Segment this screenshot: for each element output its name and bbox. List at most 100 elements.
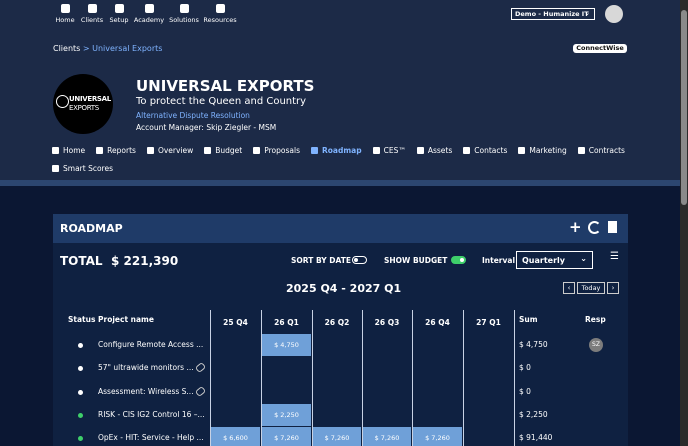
column-header: Project name bbox=[98, 315, 154, 324]
column-line bbox=[261, 310, 262, 446]
tab[interactable]: Home bbox=[52, 145, 85, 155]
status-dot bbox=[78, 343, 83, 348]
export-button[interactable] bbox=[608, 221, 617, 233]
tab[interactable]: Assets bbox=[416, 145, 453, 155]
prev-button[interactable]: ‹ bbox=[563, 282, 575, 294]
resp-avatar: SZ bbox=[589, 338, 603, 352]
sort-label: SORT BY DATE bbox=[291, 256, 351, 265]
budget-cell[interactable]: $ 7,260 bbox=[313, 427, 361, 446]
period-header: 26 Q2 bbox=[324, 318, 350, 327]
tab-icon bbox=[518, 146, 526, 154]
add-button[interactable]: + bbox=[569, 218, 582, 236]
tab[interactable]: Overview bbox=[146, 145, 193, 155]
nav-item[interactable]: Resources bbox=[200, 4, 240, 24]
panel-title: ROADMAP bbox=[60, 222, 123, 235]
connectwise-button[interactable]: ConnectWise bbox=[573, 44, 627, 53]
project-name[interactable]: 57" ultrawide monitors ... bbox=[98, 363, 194, 372]
tab-icon bbox=[52, 146, 59, 154]
today-button[interactable]: Today bbox=[577, 282, 605, 294]
nav-item[interactable]: Clients bbox=[72, 4, 112, 24]
tab[interactable]: Contacts bbox=[463, 145, 507, 155]
next-button[interactable]: › bbox=[607, 282, 619, 294]
nav-label: Solutions bbox=[169, 16, 199, 24]
column-header: Status bbox=[68, 315, 96, 324]
nav-label: Academy bbox=[133, 16, 165, 24]
toggle-knob bbox=[460, 258, 464, 262]
project-name[interactable]: Assessment: Wireless S... bbox=[98, 387, 194, 396]
period-header: 26 Q3 bbox=[374, 318, 400, 327]
budget-toggle[interactable] bbox=[451, 256, 466, 264]
tab-label: Home bbox=[63, 145, 86, 155]
tab[interactable]: Budget bbox=[204, 145, 242, 155]
budget-cell[interactable]: $ 6,600 bbox=[211, 427, 260, 446]
refresh-button[interactable] bbox=[588, 221, 601, 234]
scroll-thumb[interactable] bbox=[681, 10, 687, 205]
tab[interactable]: Proposals bbox=[253, 145, 300, 155]
tab[interactable]: Contracts bbox=[577, 145, 625, 155]
breadcrumb-current[interactable]: Universal Exports bbox=[92, 44, 163, 53]
tab-label: Assets bbox=[427, 145, 453, 155]
period-header: 26 Q4 bbox=[425, 318, 450, 327]
breadcrumb-separator: > bbox=[82, 44, 90, 53]
row-sum: $ 4,750 bbox=[519, 340, 548, 349]
row-sum: $ 0 bbox=[519, 363, 531, 372]
interval-select[interactable]: Quarterly ⌄ bbox=[516, 251, 593, 269]
budget-cell[interactable]: $ 2,250 bbox=[262, 404, 311, 426]
logo-text: UNIVERSAL bbox=[69, 95, 111, 103]
scrollbar[interactable] bbox=[680, 0, 688, 446]
tab-label: Contacts bbox=[474, 145, 508, 155]
tab[interactable]: Reports bbox=[96, 145, 136, 155]
status-dot bbox=[78, 366, 83, 371]
logo: UNIVERSAL EXPORTS bbox=[53, 74, 113, 134]
column-line bbox=[362, 310, 363, 446]
tabs: Home Reports Overview Budget Proposals Roadma… bbox=[52, 145, 632, 173]
company-tagline: To protect the Queen and Country bbox=[136, 96, 307, 107]
company-link[interactable]: Alternative Dispute Resolution bbox=[136, 111, 250, 120]
budget-cell[interactable]: $ 7,260 bbox=[413, 427, 462, 446]
nav-item[interactable]: Setup bbox=[99, 4, 139, 24]
status-dot bbox=[78, 413, 83, 418]
row-sum: $ 0 bbox=[519, 387, 531, 396]
status-dot bbox=[78, 436, 83, 441]
nav-icon bbox=[179, 4, 189, 13]
budget-cell[interactable]: $ 4,750 bbox=[262, 334, 311, 356]
account-select[interactable]: Demo - Humanize IT ⌄ bbox=[511, 8, 595, 20]
total-value: $ 221,390 bbox=[111, 254, 179, 268]
nav-item[interactable]: Academy bbox=[129, 4, 169, 24]
tab[interactable]: Marketing bbox=[518, 145, 567, 155]
tab-label: Roadmap bbox=[321, 145, 362, 155]
budget-cell[interactable]: $ 7,260 bbox=[262, 427, 311, 446]
total-label: TOTAL bbox=[60, 254, 103, 268]
nav-label: Clients bbox=[80, 16, 104, 24]
period-header: 27 Q1 bbox=[476, 318, 501, 327]
nav-item[interactable]: Solutions bbox=[164, 4, 204, 24]
tab[interactable]: Roadmap bbox=[310, 145, 362, 155]
period-header: 26 Q1 bbox=[274, 318, 299, 327]
toggle-knob bbox=[354, 258, 358, 262]
status-dot bbox=[78, 390, 83, 395]
company-name: UNIVERSAL EXPORTS bbox=[136, 77, 315, 95]
nav-item[interactable]: Home bbox=[45, 4, 85, 24]
project-name[interactable]: Configure Remote Access ... bbox=[98, 340, 204, 349]
tab[interactable]: CES™ bbox=[372, 145, 406, 155]
filter-button[interactable]: ☰ bbox=[610, 251, 619, 262]
panel-body bbox=[53, 243, 628, 446]
project-name[interactable]: RISK - CIS IG2 Control 16 –... bbox=[98, 410, 205, 419]
tab-label: Smart Scores bbox=[63, 163, 113, 173]
project-name[interactable]: OpEx - HIT: Service - Help ... bbox=[98, 433, 204, 442]
budget-cell[interactable]: $ 7,260 bbox=[363, 427, 411, 446]
tab-label: Budget bbox=[215, 145, 243, 155]
nav-icon bbox=[144, 4, 154, 13]
column-line bbox=[210, 310, 211, 446]
stripe bbox=[0, 180, 680, 186]
nav-icon bbox=[60, 4, 70, 13]
tab[interactable]: Smart Scores bbox=[52, 163, 632, 173]
header bbox=[0, 0, 680, 180]
avatar[interactable] bbox=[605, 5, 623, 23]
tab-label: Reports bbox=[107, 145, 136, 155]
sort-toggle[interactable] bbox=[352, 256, 367, 264]
period-header: 25 Q4 bbox=[223, 318, 248, 327]
column-line bbox=[312, 310, 313, 446]
breadcrumb-parent[interactable]: Clients bbox=[53, 44, 81, 53]
tab-label: CES™ bbox=[383, 145, 406, 155]
